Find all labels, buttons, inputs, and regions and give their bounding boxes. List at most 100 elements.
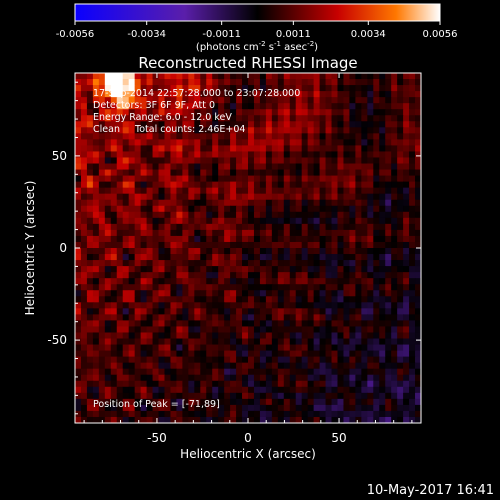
heatmap-cell xyxy=(212,79,219,86)
heatmap-cell xyxy=(337,350,345,358)
heatmap-cell xyxy=(271,85,279,92)
heatmap-cell xyxy=(301,296,309,303)
heatmap-cell xyxy=(397,272,404,279)
heatmap-cell xyxy=(271,187,279,195)
heatmap-cell xyxy=(248,103,255,110)
heatmap-cell xyxy=(301,290,309,297)
heatmap-cell xyxy=(277,356,285,364)
heatmap-cell xyxy=(325,139,333,147)
heatmap-cell xyxy=(283,320,291,328)
heatmap-cell xyxy=(176,260,183,267)
heatmap-cell xyxy=(331,272,339,279)
heatmap-cell xyxy=(194,296,201,303)
heatmap-cell xyxy=(158,163,166,171)
heatmap-cell xyxy=(355,380,362,388)
heatmap-cell xyxy=(86,284,94,291)
heatmap-cell xyxy=(385,229,392,237)
heatmap-cell xyxy=(271,79,279,86)
heatmap-cell xyxy=(325,296,333,303)
heatmap-cell xyxy=(200,332,207,340)
heatmap-cell xyxy=(146,380,154,388)
heatmap-cell xyxy=(391,350,398,358)
heatmap-cell xyxy=(289,199,297,207)
heatmap-cell xyxy=(271,211,279,219)
heatmap-cell xyxy=(170,175,178,183)
heatmap-cell xyxy=(385,308,392,315)
heatmap-cell xyxy=(271,356,279,364)
heatmap-cell xyxy=(295,73,303,80)
heatmap-cell xyxy=(212,338,219,346)
heatmap-cell xyxy=(212,272,219,279)
heatmap-cell xyxy=(397,199,404,207)
heatmap-cell xyxy=(140,356,148,364)
heatmap-cell xyxy=(367,320,374,328)
heatmap-cell xyxy=(283,73,291,80)
heatmap-cell xyxy=(230,223,237,231)
heatmap-cell xyxy=(283,386,291,394)
heatmap-cell xyxy=(307,73,315,80)
heatmap-cell xyxy=(212,139,219,147)
heatmap-cell xyxy=(188,73,195,80)
heatmap-cell xyxy=(134,326,142,334)
heatmap-cell xyxy=(200,284,207,291)
heatmap-cell xyxy=(164,266,172,273)
heatmap-cell xyxy=(331,145,339,153)
heatmap-cell xyxy=(92,398,100,406)
heatmap-cell xyxy=(110,139,118,147)
heatmap-cell xyxy=(92,151,100,159)
heatmap-cell xyxy=(373,296,380,303)
heatmap-cell xyxy=(289,362,297,370)
heatmap-cell xyxy=(248,374,255,382)
heatmap-cell xyxy=(116,368,124,376)
heatmap-cell xyxy=(104,374,112,382)
heatmap-cell xyxy=(361,254,368,261)
heatmap-cell xyxy=(349,386,356,394)
heatmap-cell xyxy=(128,229,136,237)
heatmap-cell xyxy=(152,338,160,346)
heatmap-cell xyxy=(319,115,327,122)
heatmap-cell xyxy=(367,260,374,267)
heatmap-cell xyxy=(92,380,100,388)
heatmap-cell xyxy=(403,229,410,237)
heatmap-cell xyxy=(253,181,261,189)
heatmap-cell xyxy=(75,380,82,388)
heatmap-cell xyxy=(200,272,207,279)
heatmap-cell xyxy=(140,272,148,279)
heatmap-cell xyxy=(152,211,160,219)
heatmap-cell xyxy=(182,73,189,80)
heatmap-cell xyxy=(295,308,303,315)
heatmap-cell xyxy=(230,290,237,297)
heatmap-cell xyxy=(397,314,404,322)
y-tick-label: -50 xyxy=(47,333,67,347)
heatmap-cell xyxy=(194,79,201,86)
heatmap-cell xyxy=(373,266,380,273)
heatmap-cell xyxy=(391,91,398,98)
heatmap-cell xyxy=(373,73,380,80)
heatmap-cell xyxy=(307,187,315,195)
heatmap-cell xyxy=(224,199,231,207)
heatmap-cell xyxy=(349,211,356,219)
heatmap-cell xyxy=(242,97,249,104)
heatmap-cell xyxy=(128,380,136,388)
heatmap-cell xyxy=(170,416,178,423)
heatmap-cell xyxy=(75,223,82,231)
heatmap-cell xyxy=(200,199,207,207)
heatmap-cell xyxy=(212,392,219,400)
heatmap-cell xyxy=(80,248,88,255)
heatmap-cell xyxy=(409,85,416,92)
heatmap-cell xyxy=(80,235,88,243)
heatmap-cell xyxy=(289,356,297,364)
heatmap-cell xyxy=(379,97,386,104)
heatmap-cell xyxy=(248,278,255,285)
heatmap-cell xyxy=(158,344,166,352)
heatmap-cell xyxy=(104,302,112,309)
heatmap-cell xyxy=(80,163,88,171)
heatmap-cell xyxy=(337,284,345,291)
heatmap-cell xyxy=(403,127,410,134)
heatmap-cell xyxy=(104,272,112,279)
heatmap-cell xyxy=(242,278,249,285)
heatmap-cell xyxy=(182,199,189,207)
heatmap-cell xyxy=(337,410,345,418)
heatmap-cell xyxy=(128,91,136,98)
